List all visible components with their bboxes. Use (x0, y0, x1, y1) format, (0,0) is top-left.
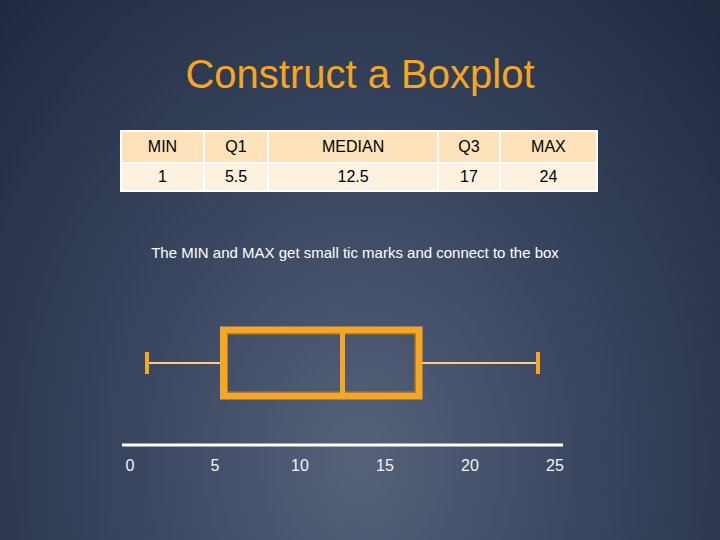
slide: Construct a Boxplot MINQ1MEDIANQ3MAX15.5… (0, 0, 720, 540)
value-cell: 17 (438, 163, 500, 191)
value-row: 15.512.51724 (121, 163, 597, 191)
min-cap (145, 352, 149, 374)
whisker-high (419, 362, 538, 364)
box-group (147, 330, 538, 396)
header-cell: MAX (500, 131, 597, 163)
max-cap (536, 352, 540, 374)
value-cell: 1 (121, 163, 204, 191)
header-row: MINQ1MEDIANQ3MAX (121, 131, 597, 163)
header-cell: MEDIAN (268, 131, 438, 163)
tick-label: 15 (376, 457, 394, 474)
header-cell: Q1 (204, 131, 268, 163)
median (340, 330, 345, 396)
title: Construct a Boxplot (0, 52, 720, 97)
tick-label: 10 (291, 457, 309, 474)
boxplot: 0 5 10 15 20 25 (0, 0, 720, 540)
value-cell: 24 (500, 163, 597, 191)
tick-label: 25 (546, 457, 564, 474)
tick-label: 5 (211, 457, 220, 474)
tick-label: 20 (461, 457, 479, 474)
value-cell: 12.5 (268, 163, 438, 191)
axis-line (122, 444, 563, 447)
box-inner-outline (228, 334, 416, 392)
box (224, 330, 420, 396)
stats-table: MINQ1MEDIANQ3MAX15.512.51724 (120, 130, 598, 192)
annotation: The MIN and MAX get small tic marks and … (0, 244, 710, 261)
value-cell: 5.5 (204, 163, 268, 191)
header-cell: Q3 (438, 131, 500, 163)
header-cell: MIN (121, 131, 204, 163)
whisker-low (147, 362, 224, 364)
tick-label: 0 (126, 457, 135, 474)
